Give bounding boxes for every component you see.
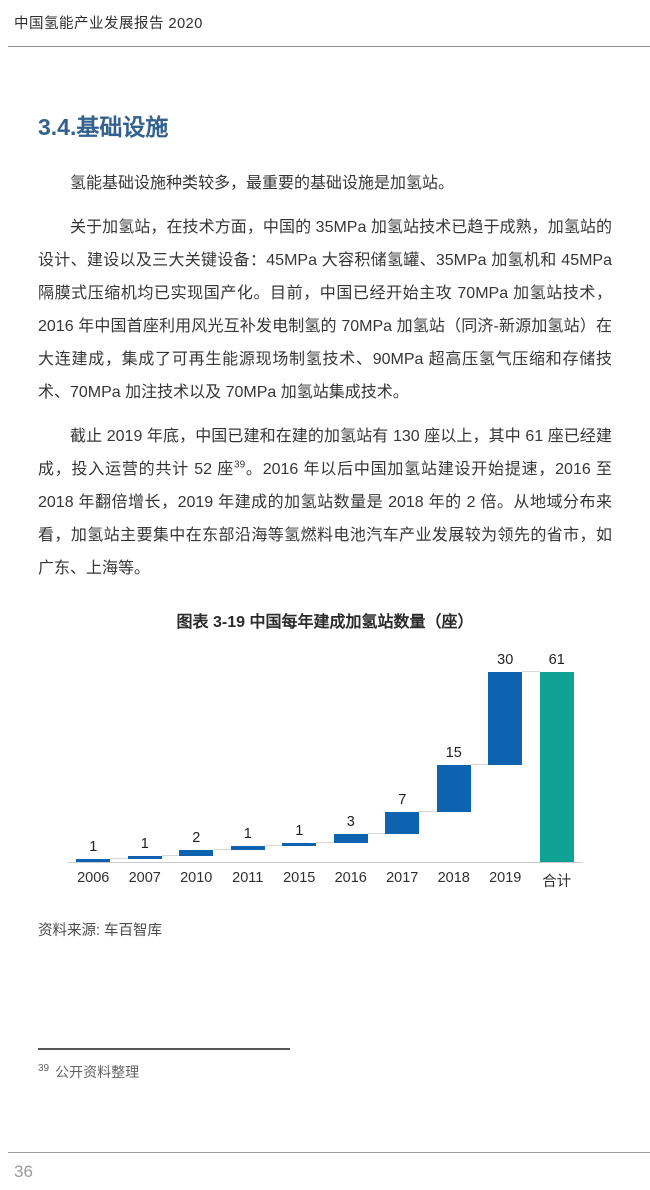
waterfall-bar-合计 bbox=[539, 672, 574, 862]
main-content: 3.4.基础设施 氢能基础设施种类较多，最重要的基础设施是加氢站。 关于加氢站，… bbox=[38, 100, 612, 940]
x-axis-label: 2015 bbox=[283, 870, 316, 886]
x-axis-label: 2016 bbox=[334, 870, 367, 886]
x-axis-label: 2006 bbox=[77, 870, 110, 886]
paragraph-stations: 截止 2019 年底，中国已建和在建的加氢站有 130 座以上，其中 61 座已… bbox=[38, 420, 612, 585]
chart-x-axis: 2006 2007 2010 2011 2015 2016 2017 2018 2019 合计 bbox=[68, 863, 583, 891]
footnote-reference: 39 bbox=[234, 459, 246, 471]
chart-source: 资料来源: 车百智库 bbox=[38, 923, 163, 939]
bar-value-label: 2 bbox=[192, 829, 201, 846]
bar-value-label: 61 bbox=[548, 652, 565, 668]
bar-value-label: 30 bbox=[497, 652, 514, 668]
waterfall-bar-2015 bbox=[282, 843, 317, 847]
x-axis-label: 2010 bbox=[180, 870, 213, 886]
bar-value-label: 1 bbox=[243, 826, 252, 843]
footnote: 39 公开资料整理 bbox=[38, 1062, 139, 1082]
x-axis-label: 2007 bbox=[128, 870, 161, 886]
bar-value-label: 1 bbox=[89, 838, 98, 855]
x-axis-label: 2019 bbox=[489, 870, 522, 886]
bar-value-label: 3 bbox=[346, 813, 355, 830]
waterfall-bar-2007 bbox=[127, 855, 162, 859]
section-title: 3.4.基础设施 bbox=[38, 114, 169, 140]
footnote-marker: 39 bbox=[38, 1063, 50, 1075]
bar-value-label: 1 bbox=[295, 823, 304, 840]
bar-value-label: 15 bbox=[445, 745, 462, 762]
connector-line bbox=[110, 857, 128, 859]
paragraph-stations-text: 截止 2019 年底，中国已建和在建的加氢站有 130 座以上，其中 61 座已… bbox=[38, 428, 612, 478]
x-axis-label: 合计 bbox=[542, 874, 572, 890]
waterfall-bar-2019 bbox=[488, 672, 523, 766]
connector-line bbox=[264, 845, 283, 847]
header-rule bbox=[8, 46, 650, 47]
paragraph-intro: 氢能基础设施种类较多，最重要的基础设施是加氢站。 bbox=[70, 175, 455, 192]
waterfall-bar-2006 bbox=[76, 858, 111, 862]
waterfall-bar-2010 bbox=[179, 849, 214, 856]
chart-title: 图表 3-19 中国每年建成加氢站数量（座） bbox=[176, 614, 474, 631]
connector-line bbox=[470, 764, 489, 766]
bar-value-label: 1 bbox=[140, 835, 149, 852]
waterfall-bar-2017 bbox=[385, 812, 420, 834]
connector-line bbox=[367, 832, 386, 834]
waterfall-bar-2016 bbox=[333, 833, 368, 844]
connector-line bbox=[419, 811, 437, 813]
x-axis-label: 2018 bbox=[437, 870, 470, 886]
x-axis-label: 2017 bbox=[386, 870, 419, 886]
waterfall-bar-2018 bbox=[436, 765, 471, 813]
connector-line bbox=[213, 848, 231, 850]
connector-line bbox=[161, 854, 180, 856]
chart-plot-area: 1 1 2 1 1 3 7 15 30 61 bbox=[67, 652, 583, 863]
header-title: 中国氢能产业发展报告 2020 bbox=[14, 16, 203, 32]
bar-value-label: 7 bbox=[398, 792, 407, 809]
connector-line bbox=[316, 842, 334, 844]
waterfall-chart: 1 1 2 1 1 3 7 15 30 61 2006 2007 2010 2011 2015 2016 20… bbox=[67, 652, 583, 891]
connector-line bbox=[522, 671, 540, 672]
footer-rule bbox=[8, 1152, 650, 1153]
paragraph-technology: 关于加氢站，在技术方面，中国的 35MPa 加氢站技术已趋于成熟，加氢站的设计、… bbox=[38, 219, 612, 401]
footnote-rule bbox=[38, 1048, 290, 1050]
page-number: 36 bbox=[14, 1162, 33, 1181]
x-axis-label: 2011 bbox=[232, 870, 264, 886]
paragraph-stations-text-cont: 。2016 年以后中国加氢站建设开始提速，2016 至 2018 年翻倍增长，2… bbox=[38, 461, 612, 577]
footnote-text: 公开资料整理 bbox=[55, 1064, 140, 1080]
waterfall-bar-2011 bbox=[230, 846, 265, 850]
